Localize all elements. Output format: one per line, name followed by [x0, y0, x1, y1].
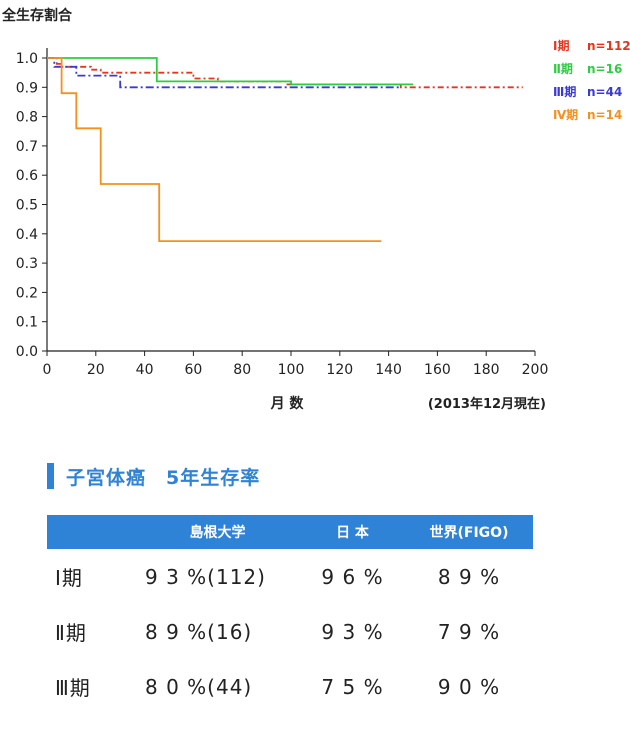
- stage-cell: Ⅲ期: [55, 676, 91, 700]
- legend-item-stage2: Ⅱ期 n=16: [553, 61, 630, 84]
- shimane-cell: 8 9 %(16): [145, 619, 253, 644]
- y-tick-label: 0.7: [16, 139, 38, 155]
- header-world: 世界(FIGO): [405, 515, 533, 549]
- header-stage: [47, 515, 135, 549]
- stage-cell: Ⅱ期: [55, 621, 87, 645]
- legend-count: n=16: [587, 62, 623, 76]
- legend-count: n=14: [587, 108, 623, 122]
- x-tick-label: 20: [87, 362, 105, 378]
- legend-count: n=44: [587, 85, 623, 99]
- y-tick-label: 0.3: [16, 256, 38, 272]
- table-row: Ⅲ期 8 0 %(44) 7 5 % 9 0 %: [47, 659, 533, 714]
- japan-cell: 7 5 %: [321, 674, 384, 699]
- table-row: Ⅰ期 9 3 %(112) 9 6 % 8 9 %: [47, 549, 533, 604]
- x-tick-label: 160: [424, 362, 451, 378]
- chart-axes: 0.0 0.1 0.2 0.3 0.4 0.5 0.6 0.7 0.8 0.9 1.0 0 20 40 60…: [16, 48, 549, 378]
- section-accent-bar: [47, 463, 54, 489]
- survival-chart: 全生存割合 0.00.10.20.30.40.50.60.70.80.91.00…: [1, 7, 549, 412]
- header-japan: 日 本: [300, 515, 405, 549]
- chart-legend: Ⅰ期 n=112 Ⅱ期 n=16 Ⅲ期 n=44 Ⅳ期 n=14: [553, 38, 630, 130]
- x-tick-label: 200: [522, 362, 549, 378]
- survival-curve-stage-2: [47, 57, 413, 86]
- world-cell: 8 9 %: [437, 564, 501, 589]
- y-tick-label: 0.2: [16, 285, 38, 301]
- world-cell: 7 9 %: [437, 619, 501, 644]
- legend-item-stage1: Ⅰ期 n=112: [553, 38, 630, 61]
- survival-curve-stage-1: [47, 57, 523, 89]
- x-tick-label: 100: [278, 362, 305, 378]
- date-note: (2013年12月現在): [428, 396, 546, 412]
- y-tick-label: 0.5: [16, 198, 38, 214]
- x-tick-label: 80: [233, 362, 251, 378]
- survival-rate-table: 島根大学 日 本 世界(FIGO) Ⅰ期 9 3 %(112) 9 6 % 8 …: [47, 515, 533, 714]
- x-axis-label: 月 数: [270, 395, 305, 412]
- y-tick-label: 0.9: [16, 80, 38, 96]
- table-header-row: 島根大学 日 本 世界(FIGO): [47, 515, 533, 549]
- shimane-cell: 9 3 %(112): [145, 564, 266, 589]
- x-tick-label: 0: [43, 362, 52, 378]
- x-tick-label: 140: [375, 362, 402, 378]
- chart-title: 全生存割合: [1, 7, 73, 24]
- legend-label: Ⅲ期: [553, 85, 577, 99]
- y-tick-label: 0.6: [16, 168, 38, 184]
- table-row: Ⅱ期 8 9 %(16) 9 3 % 7 9 %: [47, 604, 533, 659]
- y-tick-label: 1.0: [16, 51, 38, 67]
- legend-label: Ⅱ期: [553, 62, 573, 76]
- world-cell: 9 0 %: [437, 674, 501, 699]
- japan-cell: 9 6 %: [321, 564, 384, 589]
- legend-item-stage3: Ⅲ期 n=44: [553, 84, 630, 107]
- shimane-cell: 8 0 %(44): [145, 674, 253, 699]
- legend-label: Ⅳ期: [553, 108, 579, 122]
- x-tick-label: 120: [326, 362, 353, 378]
- legend-item-stage4: Ⅳ期 n=14: [553, 107, 630, 130]
- y-tick-label: 0.0: [16, 344, 38, 360]
- legend-count: n=112: [587, 39, 630, 53]
- legend-label: Ⅰ期: [553, 39, 570, 53]
- x-tick-label: 180: [473, 362, 500, 378]
- stage-cell: Ⅰ期: [55, 566, 83, 590]
- y-tick-label: 0.4: [16, 227, 38, 243]
- chart-series: [47, 57, 523, 243]
- y-tick-label: 0.1: [16, 315, 38, 331]
- y-tick-label: 0.8: [16, 110, 38, 126]
- x-tick-label: 60: [184, 362, 202, 378]
- section-title: 子宮体癌 5年生存率: [66, 466, 261, 489]
- survival-curve-stage-3: [47, 57, 401, 89]
- header-shimane: 島根大学: [135, 515, 300, 549]
- japan-cell: 9 3 %: [321, 619, 384, 644]
- section-heading: 子宮体癌 5年生存率: [47, 463, 260, 489]
- x-tick-label: 40: [136, 362, 154, 378]
- survival-curve-stage-4: [47, 57, 382, 243]
